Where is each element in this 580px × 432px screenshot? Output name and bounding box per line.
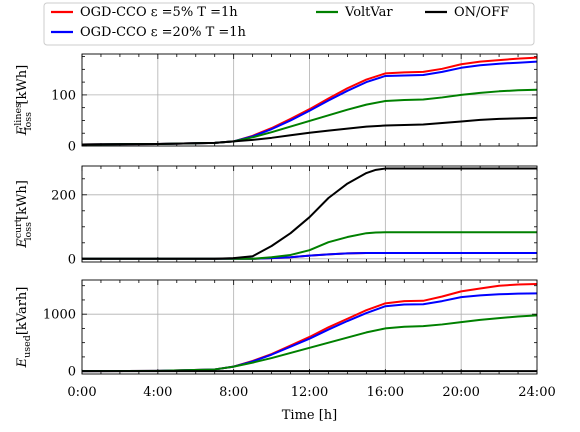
y-axis-label: Eused[kVarh] (15, 287, 33, 369)
legend-entry-label: OGD-CCO ε =5% T =1h (80, 5, 238, 20)
y-label-symbol: E (15, 125, 30, 136)
y-tick-label: 0 (68, 140, 76, 155)
x-tick-label: 0:00 (67, 385, 96, 400)
y-label-superscript: lines (13, 103, 24, 126)
panel-frame (81, 165, 538, 263)
x-tick-label: 20:00 (442, 385, 479, 400)
panel-frame (81, 279, 538, 375)
x-tick-label: 24:00 (518, 385, 555, 400)
y-label-subscript: used (22, 335, 33, 358)
series-line-voltvar (82, 314, 537, 373)
y-axis-label: Ecurtloss [kWh] (13, 180, 34, 249)
panel-1: 0 100 Elinesloss [kWh] (13, 53, 538, 155)
series-group (82, 167, 537, 260)
y-tick-label: 0 (68, 252, 76, 267)
series-group (82, 56, 537, 146)
legend-entry-label: ON/OFF (454, 5, 509, 20)
legend: OGD-CCO ε =5% T =1h VoltVar ON/OFF OGD-CCO … (43, 2, 535, 46)
legend-entry-label: OGD-CCO ε =20% T =1h (80, 25, 247, 40)
y-tick-label: 200 (51, 188, 76, 203)
y-label-subscript: loss (23, 112, 34, 131)
panels: 0100Elinesloss[kWh]0200Ecurtloss[kWh]010… (13, 53, 538, 380)
y-label-symbol: E (15, 238, 30, 249)
legend-frame (43, 2, 535, 46)
x-tick-label: 16:00 (367, 385, 404, 400)
y-label-subscript: loss (23, 222, 34, 241)
y-label-unit: [kWh] (15, 65, 30, 105)
y-tick-label: 100 (51, 88, 76, 103)
y-label-symbol: E (15, 357, 30, 368)
x-tick-label: 8:00 (219, 385, 248, 400)
y-tick-label: 1000 (43, 308, 76, 323)
legend-entry-label: VoltVar (344, 5, 393, 20)
y-tick-label: 0 (68, 365, 76, 380)
y-label-unit: [kVarh] (15, 287, 30, 336)
panel-2: 0 200 Ecurtloss [kWh] (13, 165, 538, 267)
x-axis: 0:00 4:00 8:00 12:00 16:00 20:00 24:00 (67, 385, 555, 400)
series-line-on-off (82, 116, 537, 146)
series-group (82, 282, 537, 373)
panel-frame (81, 53, 538, 147)
x-axis-label: Time [h] (282, 408, 338, 423)
y-label-unit: [kWh] (15, 180, 30, 220)
x-tick-label: 4:00 (143, 385, 172, 400)
y-axis-label: Elinesloss [kWh] (13, 65, 34, 136)
x-tick-label: 12:00 (291, 385, 328, 400)
panel-3: 0 1000 Eused[kVarh] (15, 279, 538, 380)
series-line-on-off (82, 167, 537, 260)
y-label-superscript: curt (13, 218, 24, 238)
